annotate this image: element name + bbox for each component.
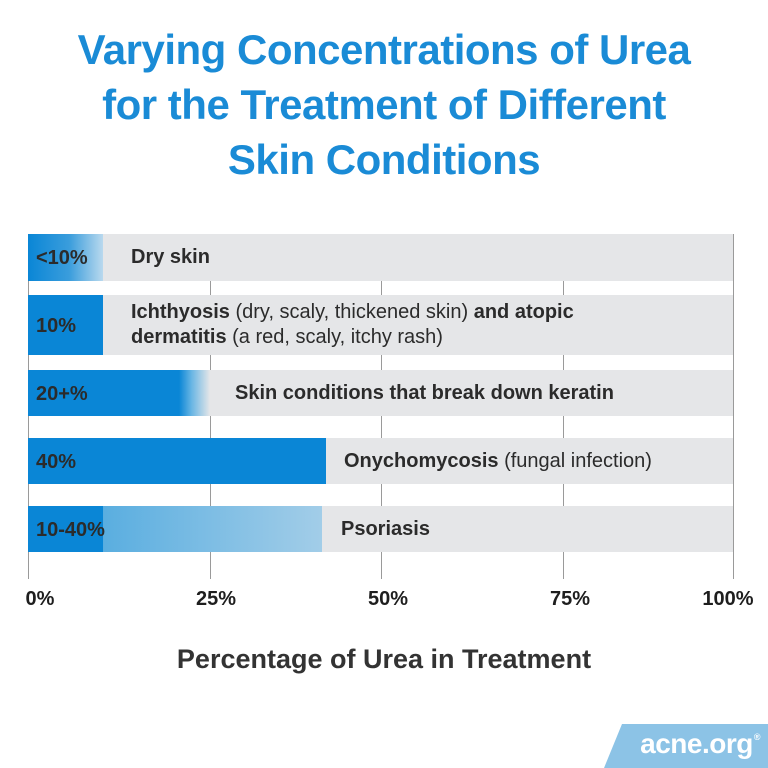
bar-value-label: <10% [36,247,88,269]
bar-value-label: 10-40% [36,519,105,541]
bar-row-keratin: 20+% Skin conditions that break down ker… [28,370,733,416]
bar-fill [28,234,103,281]
x-axis-label: Percentage of Urea in Treatment [176,644,592,674]
bar-row-dry-skin: <10% Dry skin [28,234,733,281]
x-tick-100: 100% [702,588,754,610]
chart-title-line-2: for the Treatment of Different [102,81,666,128]
x-tick-50: 50% [367,588,409,610]
logo-wordmark: acne.org [640,728,753,759]
bar-fill [28,370,210,416]
condition-name: Ichthyosis [131,301,230,323]
registered-mark-icon: ® [753,732,761,742]
bar-row-ichthyosis: 10% Ichthyosis (dry, scaly, thickened sk… [28,295,733,355]
bar-row-psoriasis: 10-40% Psoriasis [28,506,733,552]
chart-title-line-3: Skin Conditions [227,136,541,183]
condition-name: Skin conditions that break down keratin [235,382,614,404]
bar-description: Psoriasis [341,517,430,542]
condition-note-2: (a red, scaly, itchy rash) [226,326,443,348]
x-tick-75: 75% [549,588,591,610]
chart-title: Varying Concentrations of Urea for the T… [0,22,768,187]
x-tick-0: 0% [25,588,55,610]
bar-row-onychomycosis: 40% Onychomycosis (fungal infection) [28,438,733,484]
logo-text: acne.org® [640,728,760,760]
condition-name: Psoriasis [341,518,430,540]
condition-name-2-cont: dermatitis [131,326,227,348]
bar-description: Skin conditions that break down keratin [235,381,614,406]
condition-note: (fungal infection) [498,450,652,472]
bar-description: Dry skin [131,245,210,270]
bar-value-label: 20+% [36,383,88,405]
bar-fill [28,295,103,355]
condition-note: (dry, scaly, thickened skin) [229,301,474,323]
condition-name: Onychomycosis [344,450,499,472]
condition-name-2: and atopic [473,301,574,323]
bar-description: Onychomycosis (fungal infection) [344,449,652,474]
bar-value-label: 40% [36,451,77,473]
acne-org-logo: acne.org® [604,724,768,768]
bar-fill [28,506,322,552]
condition-name: Dry skin [131,246,210,268]
bar-value-label: 10% [36,315,77,337]
gridline-100 [733,234,734,579]
bar-description: Ichthyosis (dry, scaly, thickened skin) … [131,300,574,350]
x-tick-25: 25% [195,588,237,610]
chart-title-line-1: Varying Concentrations of Urea [77,26,691,73]
bar-fill [28,438,326,484]
